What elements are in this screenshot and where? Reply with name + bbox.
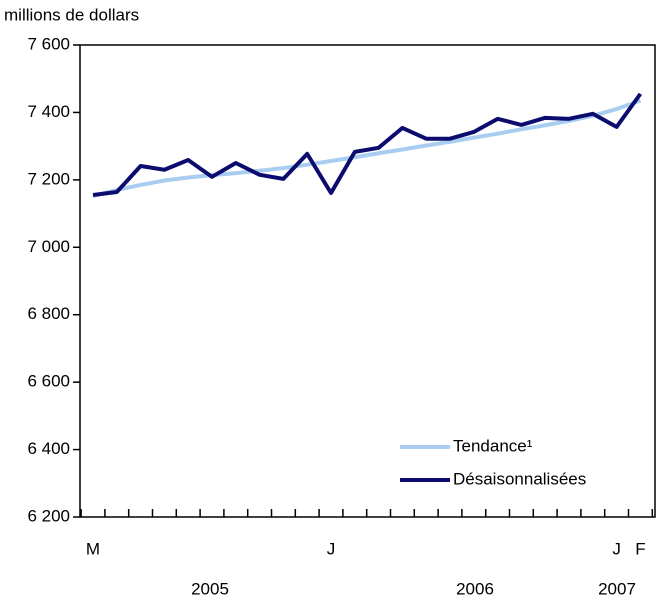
line-series	[92, 92, 643, 198]
year-label: 2007	[598, 579, 636, 598]
y-tick-label: 7 400	[27, 102, 70, 121]
y-tick-label: 6 200	[27, 506, 70, 525]
legend-label: Tendance¹	[453, 436, 533, 455]
y-axis-label: millions de dollars	[4, 5, 139, 24]
y-tick-label: 7 200	[27, 169, 70, 188]
y-tick-label: 7 600	[27, 34, 70, 53]
plot-frame	[79, 44, 656, 518]
legend-label: Désaisonnalisées	[453, 469, 586, 488]
y-tick-label: 6 400	[27, 439, 70, 458]
year-label: 2005	[191, 579, 229, 598]
y-tick-label: 6 600	[27, 372, 70, 391]
y-tick-label: 6 800	[27, 304, 70, 323]
x-tick-label: M	[86, 539, 100, 558]
y-tick-label: 7 000	[27, 237, 70, 256]
year-label: 2006	[456, 579, 494, 598]
x-tick-label: J	[327, 539, 336, 558]
line-series	[92, 98, 642, 198]
x-tick-label: J	[612, 539, 621, 558]
x-tick-label: F	[635, 539, 645, 558]
